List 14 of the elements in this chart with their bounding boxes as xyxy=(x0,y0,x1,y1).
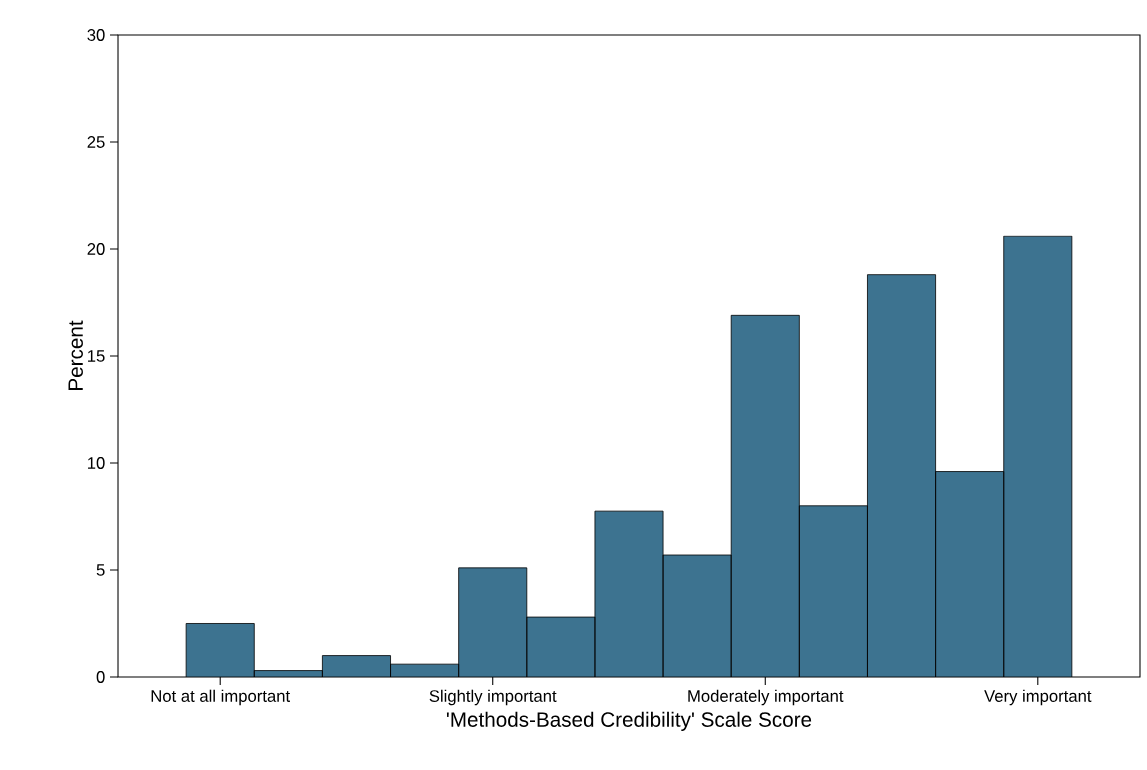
x-tick-label: Not at all important xyxy=(151,689,290,706)
y-axis-title: Percent xyxy=(68,320,83,390)
y-tick-label: 20 xyxy=(87,243,105,255)
bar xyxy=(594,511,664,677)
x-tick-label: Moderately important xyxy=(688,689,844,706)
y-tick-label: 25 xyxy=(87,136,105,148)
x-tick-label: Slightly important xyxy=(429,689,557,706)
y-tick-label: 30 xyxy=(87,29,105,41)
y-tick-label: 15 xyxy=(88,350,105,362)
y-tick-label: 0 xyxy=(96,671,105,683)
x-axis-title: 'Methods-Based Credibility' Scale Score xyxy=(446,711,812,731)
y-tick-label: 10 xyxy=(88,457,105,469)
y-tick-label: 5 xyxy=(96,564,105,576)
x-tick-label: Very important xyxy=(984,689,1092,706)
